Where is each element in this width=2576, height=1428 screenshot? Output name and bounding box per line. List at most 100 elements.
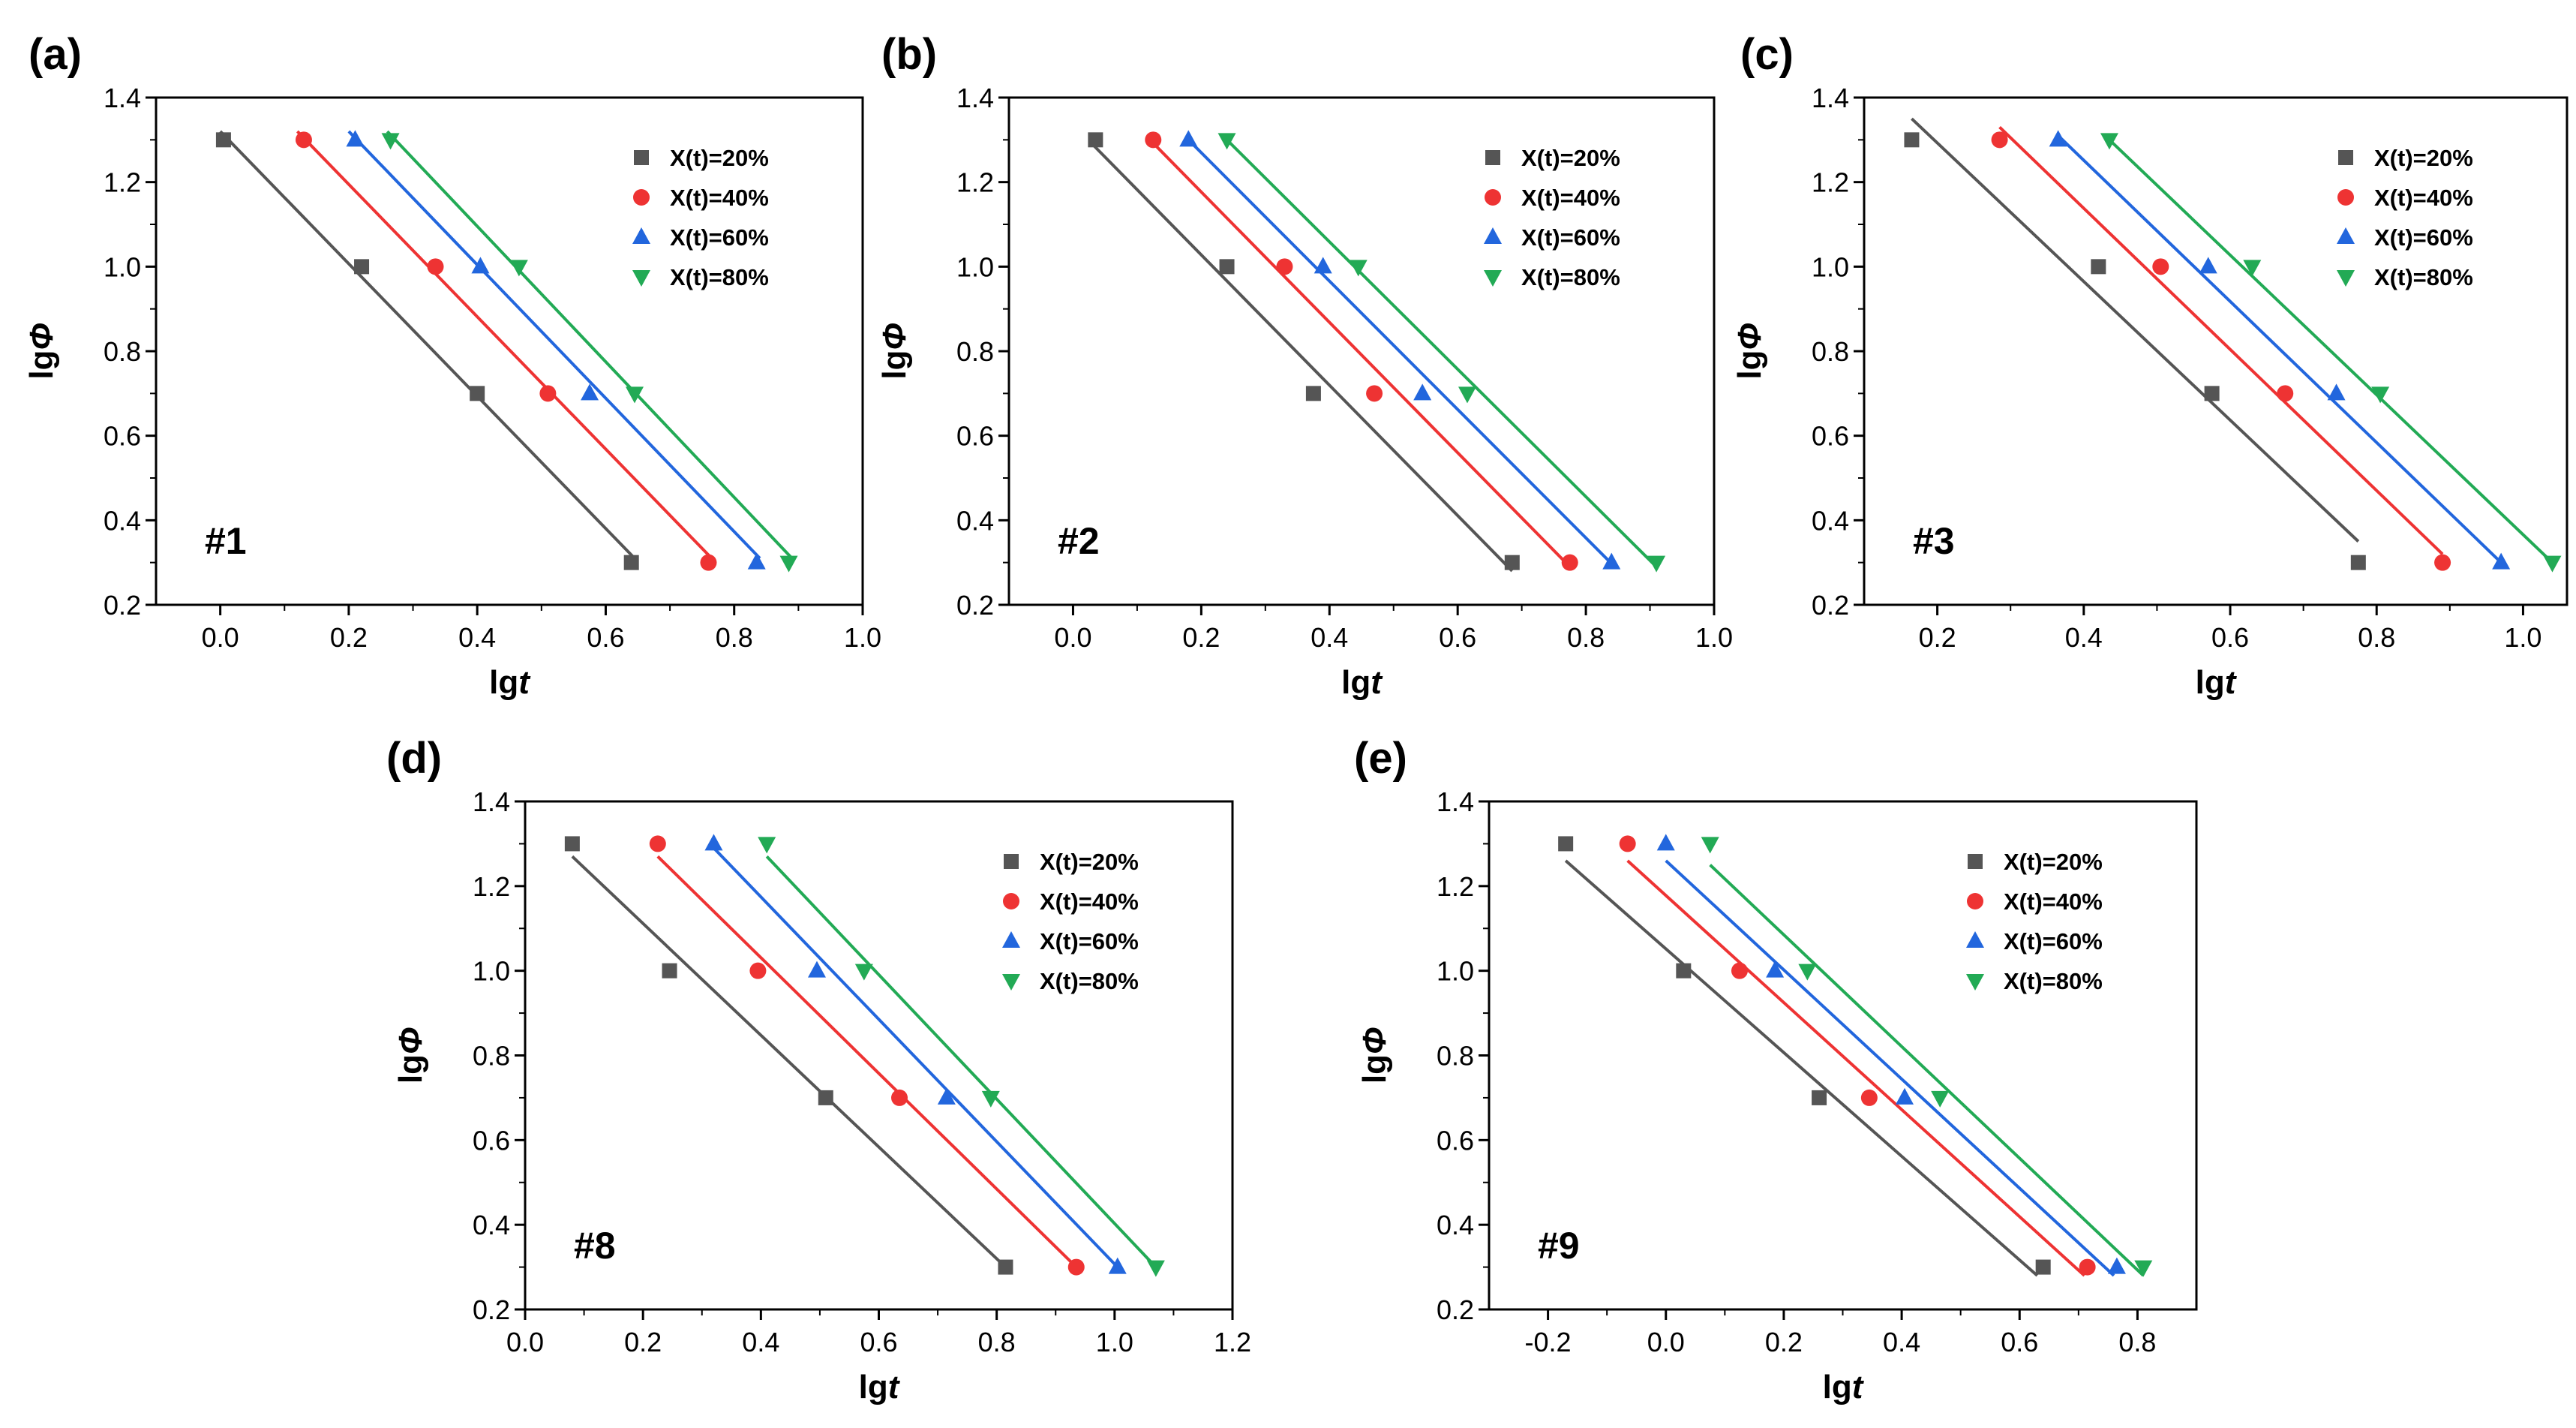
data-point (581, 383, 599, 401)
legend-label: X(t)=20% (2004, 849, 2103, 875)
data-point (1619, 835, 1636, 852)
data-point (1146, 1260, 1165, 1277)
data-point (700, 554, 717, 571)
x-tick-label: 0.6 (587, 622, 624, 653)
y-axis-label-prefix: lg (876, 350, 913, 380)
y-axis-label: lgΦ (392, 1027, 429, 1084)
fit-line (1626, 859, 2086, 1277)
data-point (346, 130, 365, 147)
x-tick-label: 0.6 (860, 1327, 897, 1357)
data-point (1931, 1090, 1950, 1108)
x-tick-label: 0.0 (1647, 1327, 1685, 1357)
fit-line (765, 855, 1157, 1268)
data-point (758, 837, 776, 854)
x-tick-label: 0.4 (458, 622, 496, 653)
series-1 (564, 836, 1013, 1275)
x-tick-label: 0.6 (2211, 622, 2249, 653)
legend-marker (1484, 270, 1502, 287)
y-axis-label-prefix: lg (392, 1054, 429, 1084)
y-tick-label: 1.0 (1812, 251, 1849, 282)
y-axis-label: lgΦ (1356, 1027, 1393, 1084)
data-point (2327, 383, 2346, 401)
legend: X(t)=20% X(t)=40% X(t)=60% X(t)=80% (1002, 849, 1139, 994)
data-point (1656, 834, 1675, 851)
series-1 (215, 130, 639, 570)
x-tick-label: 0.0 (506, 1327, 544, 1357)
legend-marker (1002, 974, 1020, 991)
data-point (1676, 963, 1692, 979)
data-point (539, 385, 557, 402)
legend-label: X(t)=60% (1521, 224, 1620, 251)
panel-4: (d)0.0 0.2 0.4 0.6 0.8 1.0 1.20.20.40.60.81.01… (386, 734, 1251, 1405)
y-tick-label: 1.4 (104, 83, 141, 113)
y-tick-label: 1.2 (1437, 871, 1474, 902)
legend-label: X(t)=60% (2004, 928, 2103, 955)
legend-label: X(t)=20% (2374, 145, 2473, 171)
x-axis-label-symbol: t (1371, 664, 1383, 701)
data-point (1217, 133, 1236, 150)
data-point (1276, 258, 1293, 275)
sample-label: #8 (574, 1225, 616, 1267)
data-point (1602, 552, 1621, 570)
fit-line (1187, 138, 1616, 568)
data-point (747, 552, 766, 570)
fit-line (1564, 859, 2039, 1277)
y-tick-label: 1.2 (473, 871, 510, 902)
y-tick-label: 0.8 (1812, 336, 1849, 367)
y-axis-label: lgΦ (1731, 323, 1768, 379)
series-3 (704, 834, 1127, 1274)
legend-marker (1003, 893, 1019, 909)
y-tick-label: 1.4 (956, 83, 994, 113)
panel-3: (c) 0.2 0.4 0.6 0.8 1.0 0.2 0.4 0.6 0.8 1.0 1.2 1.4 l… (1731, 30, 2568, 701)
series-4 (2100, 133, 2562, 573)
x-tick-label: -0.2 (1525, 1327, 1572, 1357)
legend-marker (1967, 893, 1983, 909)
y-axis-label-prefix: lg (1356, 1054, 1393, 1084)
data-point (1860, 1089, 1878, 1106)
data-point (1305, 386, 1321, 401)
data-point (1219, 259, 1235, 275)
y-tick-label: 0.8 (956, 336, 994, 367)
panel-1: (a) 0.0 0.2 0.4 0.6 0.8 1.0 0.2 0.4 0.6 0.8 1.0 1.2 1… (23, 30, 881, 701)
data-point (1766, 961, 1785, 978)
fit-line (1665, 859, 2115, 1277)
data-point (854, 964, 873, 981)
legend-marker (2337, 189, 2354, 206)
x-tick-label: 0.2 (330, 622, 368, 653)
y-tick-label: 1.0 (473, 956, 510, 987)
x-axis-label-symbol: t (888, 1369, 901, 1405)
data-point (2035, 1259, 2051, 1275)
data-point (2134, 1260, 2153, 1277)
legend: X(t)=20% X(t)=40% X(t)=60% X(t)=80% (1484, 145, 1620, 290)
data-point (1701, 837, 1719, 854)
data-point (564, 836, 580, 852)
data-point (2079, 1258, 2096, 1276)
y-tick-label: 0.2 (473, 1294, 510, 1325)
y-tick-label: 1.2 (104, 167, 141, 198)
x-axis-label-symbol: t (518, 664, 531, 701)
data-point (2543, 555, 2562, 573)
x-axis-label-prefix: lg (1823, 1369, 1852, 1405)
legend: X(t)=20% X(t)=40% X(t)=60% X(t)=80% (632, 145, 769, 290)
legend-label: X(t)=80% (2374, 264, 2473, 290)
fit-line (1091, 143, 1514, 573)
plot-frame (524, 800, 1234, 1311)
x-tick-label: 1.2 (1214, 1327, 1251, 1357)
x-tick-label: 1.0 (2504, 622, 2541, 653)
y-tick-label: 0.4 (1437, 1210, 1474, 1240)
y-axis-label-prefix: lg (1731, 350, 1768, 380)
series-2 (1145, 131, 1578, 571)
series-4 (758, 837, 1165, 1277)
x-axis-label-prefix: lg (489, 664, 518, 701)
data-point (2152, 258, 2169, 275)
y-axis-label-prefix: lg (23, 350, 60, 380)
legend-marker (1485, 189, 1501, 206)
y-axis-label-symbol: Φ (876, 323, 913, 350)
y-tick-label: 0.4 (1812, 505, 1849, 536)
data-point (2199, 257, 2217, 274)
legend-label: X(t)=80% (670, 264, 769, 290)
data-point (818, 1090, 833, 1105)
y-tick-label: 1.4 (1437, 786, 1474, 817)
series-3 (346, 130, 766, 570)
panel-2: (b) 0.0 0.2 0.4 0.6 0.8 1.0 0.2 0.4 0.6 0.8 1.0 1.2 1… (876, 30, 1733, 701)
